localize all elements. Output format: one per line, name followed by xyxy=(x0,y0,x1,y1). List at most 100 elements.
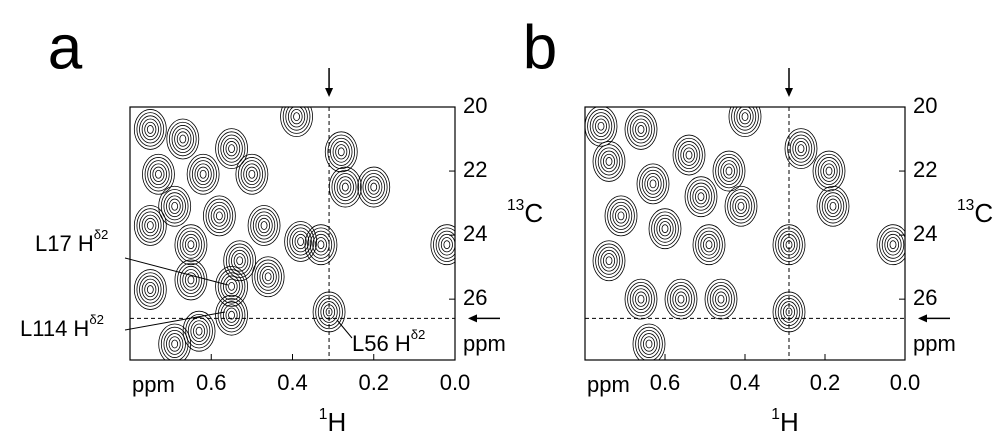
contour-ring xyxy=(637,125,645,134)
y-tick-label: 20 xyxy=(913,93,937,118)
contour-ring xyxy=(783,237,796,253)
contour-ring xyxy=(367,179,380,195)
contour-ring xyxy=(644,173,662,195)
x-axis-label-text: H xyxy=(327,407,346,437)
contour-ring xyxy=(705,240,713,250)
annotation-text: L56 H xyxy=(352,331,411,356)
contour-ring xyxy=(795,141,808,157)
contour-ring xyxy=(597,121,605,131)
contour-ring xyxy=(627,281,655,317)
contour-ring xyxy=(339,179,352,195)
contour-ring xyxy=(635,326,663,360)
contour-ring xyxy=(632,323,666,360)
contour-ring xyxy=(595,243,623,278)
contour-ring xyxy=(825,166,833,176)
y-tick-label: 24 xyxy=(913,221,937,246)
y-tick-label: 24 xyxy=(463,221,487,246)
contour-ring xyxy=(220,301,243,330)
contour-ring xyxy=(141,118,159,141)
contour-ring xyxy=(149,163,168,186)
contour-ring xyxy=(684,176,718,218)
contour-ring xyxy=(609,201,633,230)
contour-ring xyxy=(250,208,278,243)
contour-ring xyxy=(677,294,685,304)
contour-ring xyxy=(635,121,648,138)
contour-ring xyxy=(238,157,266,192)
contour-ring xyxy=(177,227,205,262)
contour-ring xyxy=(365,176,383,198)
contour-ring xyxy=(152,166,165,182)
x-tick-label: 0.0 xyxy=(440,370,471,395)
contour-ring xyxy=(819,189,847,224)
contours xyxy=(133,107,455,360)
contour-ring xyxy=(729,192,753,221)
y-unit: ppm xyxy=(463,331,506,356)
contour-ring xyxy=(220,134,243,163)
contour-ring xyxy=(144,281,157,298)
contour-ring xyxy=(685,150,693,160)
contour-ring xyxy=(225,307,238,323)
contour-ring xyxy=(780,301,798,323)
arrow-left-head xyxy=(468,314,477,323)
contour-ring xyxy=(191,160,215,189)
contour-ring xyxy=(615,208,628,224)
contour-ring xyxy=(174,128,192,150)
contour-ring xyxy=(146,285,154,294)
contour-ring xyxy=(146,125,154,134)
contour-ring xyxy=(185,313,213,349)
contour-ring xyxy=(285,107,308,131)
contour-ring xyxy=(158,185,192,227)
contour-ring xyxy=(359,169,388,205)
contour-ring xyxy=(435,230,455,259)
contour-ring xyxy=(661,224,669,234)
contour-ring xyxy=(262,269,275,285)
contour-ring xyxy=(222,304,241,326)
x-tick-label: 0.6 xyxy=(196,370,227,395)
x-axis-label-sup: 1 xyxy=(319,406,328,423)
contour-ring xyxy=(595,144,623,179)
contour-ring xyxy=(255,214,273,237)
contour-ring xyxy=(282,107,311,134)
x-tick-label: 0.4 xyxy=(277,370,308,395)
contour-ring xyxy=(146,221,154,230)
contour-ring xyxy=(236,256,244,266)
x-axis-label-text: H xyxy=(780,407,799,437)
contour-ring xyxy=(187,240,195,250)
contour-ring xyxy=(334,173,357,202)
contour-ring xyxy=(637,294,645,304)
plot-frame xyxy=(129,106,456,361)
contour-ring xyxy=(217,131,246,166)
contour-ring xyxy=(228,246,251,275)
contour-ring xyxy=(677,141,701,170)
contour-ring xyxy=(182,269,200,291)
y-axis-label-sup: 13 xyxy=(957,197,974,214)
contour-ring xyxy=(189,157,217,192)
panel-label: a xyxy=(48,13,83,82)
contour-ring xyxy=(624,109,658,150)
arrow-down-head xyxy=(785,88,793,97)
contour-ring xyxy=(187,275,195,285)
y-tick-label: 26 xyxy=(913,285,937,310)
contour-ring xyxy=(184,237,197,253)
contour-ring xyxy=(787,131,815,166)
contour-ring xyxy=(309,230,333,259)
contour-ring xyxy=(147,160,170,189)
contour-ring xyxy=(174,224,208,266)
contour-ring xyxy=(683,147,696,163)
contour-ring xyxy=(168,198,181,214)
contour-ring xyxy=(286,224,315,259)
contour-ring xyxy=(320,301,338,323)
contour-ring xyxy=(327,134,356,170)
contour-ring xyxy=(603,253,616,269)
contour-ring xyxy=(215,128,248,170)
contour-ring xyxy=(163,192,186,221)
contour-ring xyxy=(370,182,378,192)
contour-ring xyxy=(136,272,165,307)
annotation: L56 Hδ2 xyxy=(352,328,425,356)
contour-ring xyxy=(604,195,638,237)
contour-ring xyxy=(438,233,455,256)
contour-ring xyxy=(252,211,276,240)
contour-ring xyxy=(715,291,728,307)
contour-ring xyxy=(587,109,615,144)
